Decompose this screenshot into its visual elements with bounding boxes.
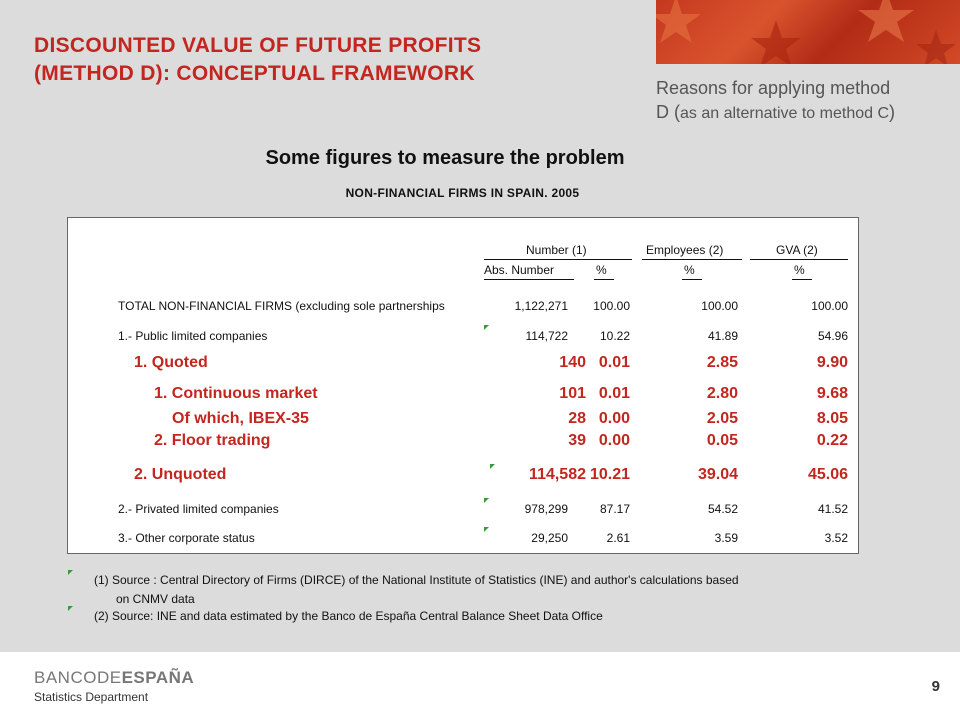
subheader-underline-pct2 (682, 279, 702, 280)
header-underline-employees (642, 259, 742, 260)
row-ibex-pct: 0.00 (598, 410, 630, 427)
row-public-label: 1.- Public limited companies (118, 329, 268, 343)
row-public-emp: 41.89 (707, 329, 738, 343)
subheader-pct-number: % (596, 263, 607, 277)
subheader-pct-gva: % (794, 263, 805, 277)
subheader-underline-abs (484, 279, 574, 280)
row-unquoted-gva: 45.06 (807, 466, 848, 483)
row-ibex-label: Of which, IBEX-35 (172, 410, 309, 427)
row-unquoted-abs: 114,582 (529, 466, 586, 483)
header-number: Number (1) (526, 243, 587, 257)
slide-title-line2: (METHOD D): CONCEPTUAL FRAMEWORK (34, 62, 475, 85)
decorative-stars-banner (656, 0, 960, 64)
row-quoted-gva: 9.90 (816, 354, 848, 371)
footnote-2: (2) Source: INE and data estimated by th… (94, 609, 603, 623)
row-total-label: TOTAL NON-FINANCIAL FIRMS (excluding sol… (118, 299, 445, 313)
header-underline-gva (750, 259, 848, 260)
footnote-1-line1: (1) Source : Central Directory of Firms … (94, 573, 739, 587)
row-ibex-emp: 2.05 (706, 410, 738, 427)
page-number: 9 (931, 678, 940, 695)
row-ibex-abs: 28 (568, 410, 586, 427)
comment-marker (484, 325, 489, 330)
comment-marker (484, 498, 489, 503)
table-caption: NON-FINANCIAL FIRMS IN SPAIN. 2005 (345, 186, 580, 200)
comment-marker (68, 606, 73, 611)
row-private-gva: 41.52 (817, 502, 848, 516)
subheader-underline-pct3 (792, 279, 812, 280)
row-floor-label: 2. Floor trading (154, 432, 271, 449)
row-other-abs: 29,250 (531, 531, 568, 545)
row-unquoted-label: 2. Unquoted (134, 466, 227, 483)
subtitle-line2-end: ) (889, 102, 896, 122)
footnote-1-line2: on CNMV data (116, 592, 195, 606)
row-public-abs: 114,722 (525, 329, 569, 343)
subheader-pct-employees: % (684, 263, 695, 277)
row-private-pct: 87.17 (599, 502, 630, 516)
row-unquoted-pct: 10.21 (589, 466, 630, 483)
row-floor-gva: 0.22 (816, 432, 848, 449)
row-continuous-abs: 101 (559, 385, 586, 402)
footer-bar (0, 652, 960, 720)
row-other-emp: 3.59 (714, 531, 738, 545)
row-quoted-pct: 0.01 (598, 354, 630, 371)
header-underline-number (484, 259, 632, 260)
row-other-gva: 3.52 (824, 531, 848, 545)
row-ibex-gva: 8.05 (816, 410, 848, 427)
comment-marker (484, 527, 489, 532)
subtitle-line2: D (as an alternative to method C) (656, 100, 956, 126)
slide-title-line1: DISCOUNTED VALUE OF FUTURE PROFITS (34, 34, 482, 57)
row-other-pct: 2.61 (606, 531, 630, 545)
row-floor-emp: 0.05 (706, 432, 738, 449)
header-employees: Employees (2) (646, 243, 724, 257)
slide-subtitle: Reasons for applying method D (as an alt… (656, 76, 956, 126)
comment-marker (490, 464, 495, 469)
row-quoted-emp: 2.85 (706, 354, 738, 371)
stars-pattern (656, 0, 956, 64)
row-total-emp: 100.00 (701, 299, 738, 313)
row-floor-pct: 0.00 (598, 432, 630, 449)
comment-marker (68, 570, 73, 575)
banco-de-espana-logo: BANCODEESPAÑA (34, 668, 194, 688)
subheader-underline-pct1 (594, 279, 614, 280)
subtitle-line2-small: as an alternative to method C (680, 105, 890, 122)
logo-part1: BANCO (34, 668, 97, 687)
row-private-abs: 978,299 (524, 502, 568, 516)
row-total-gva: 100.00 (811, 299, 848, 313)
row-continuous-label: 1. Continuous market (154, 385, 318, 402)
row-quoted-abs: 140 (559, 354, 586, 371)
subtitle-line1: Reasons for applying method (656, 78, 891, 98)
row-total-abs: 1,122,271 (514, 299, 568, 313)
logo-part2: DE (96, 668, 122, 687)
row-continuous-emp: 2.80 (706, 385, 738, 402)
row-other-label: 3.- Other corporate status (118, 531, 255, 545)
section-heading: Some figures to measure the problem (265, 147, 625, 169)
row-continuous-gva: 9.68 (816, 385, 848, 402)
row-private-emp: 54.52 (707, 502, 738, 516)
row-unquoted-emp: 39.04 (697, 466, 738, 483)
logo-part3: ESPAÑA (121, 668, 195, 687)
row-private-label: 2.- Privated limited companies (118, 502, 279, 516)
header-gva: GVA (2) (776, 243, 818, 257)
row-total-pct: 100.00 (593, 299, 630, 313)
row-floor-abs: 39 (568, 432, 586, 449)
data-table: Number (1) Employees (2) GVA (2) Abs. Nu… (67, 217, 859, 554)
subheader-abs-number: Abs. Number (484, 263, 555, 277)
row-continuous-pct: 0.01 (598, 385, 630, 402)
subtitle-line2-main: D ( (656, 102, 680, 122)
row-quoted-label: 1. Quoted (134, 354, 208, 371)
department-label: Statistics Department (34, 690, 149, 704)
row-public-gva: 54.96 (817, 329, 848, 343)
row-public-pct: 10.22 (599, 329, 630, 343)
slide-title: DISCOUNTED VALUE OF FUTURE PROFITS (METH… (34, 32, 634, 88)
